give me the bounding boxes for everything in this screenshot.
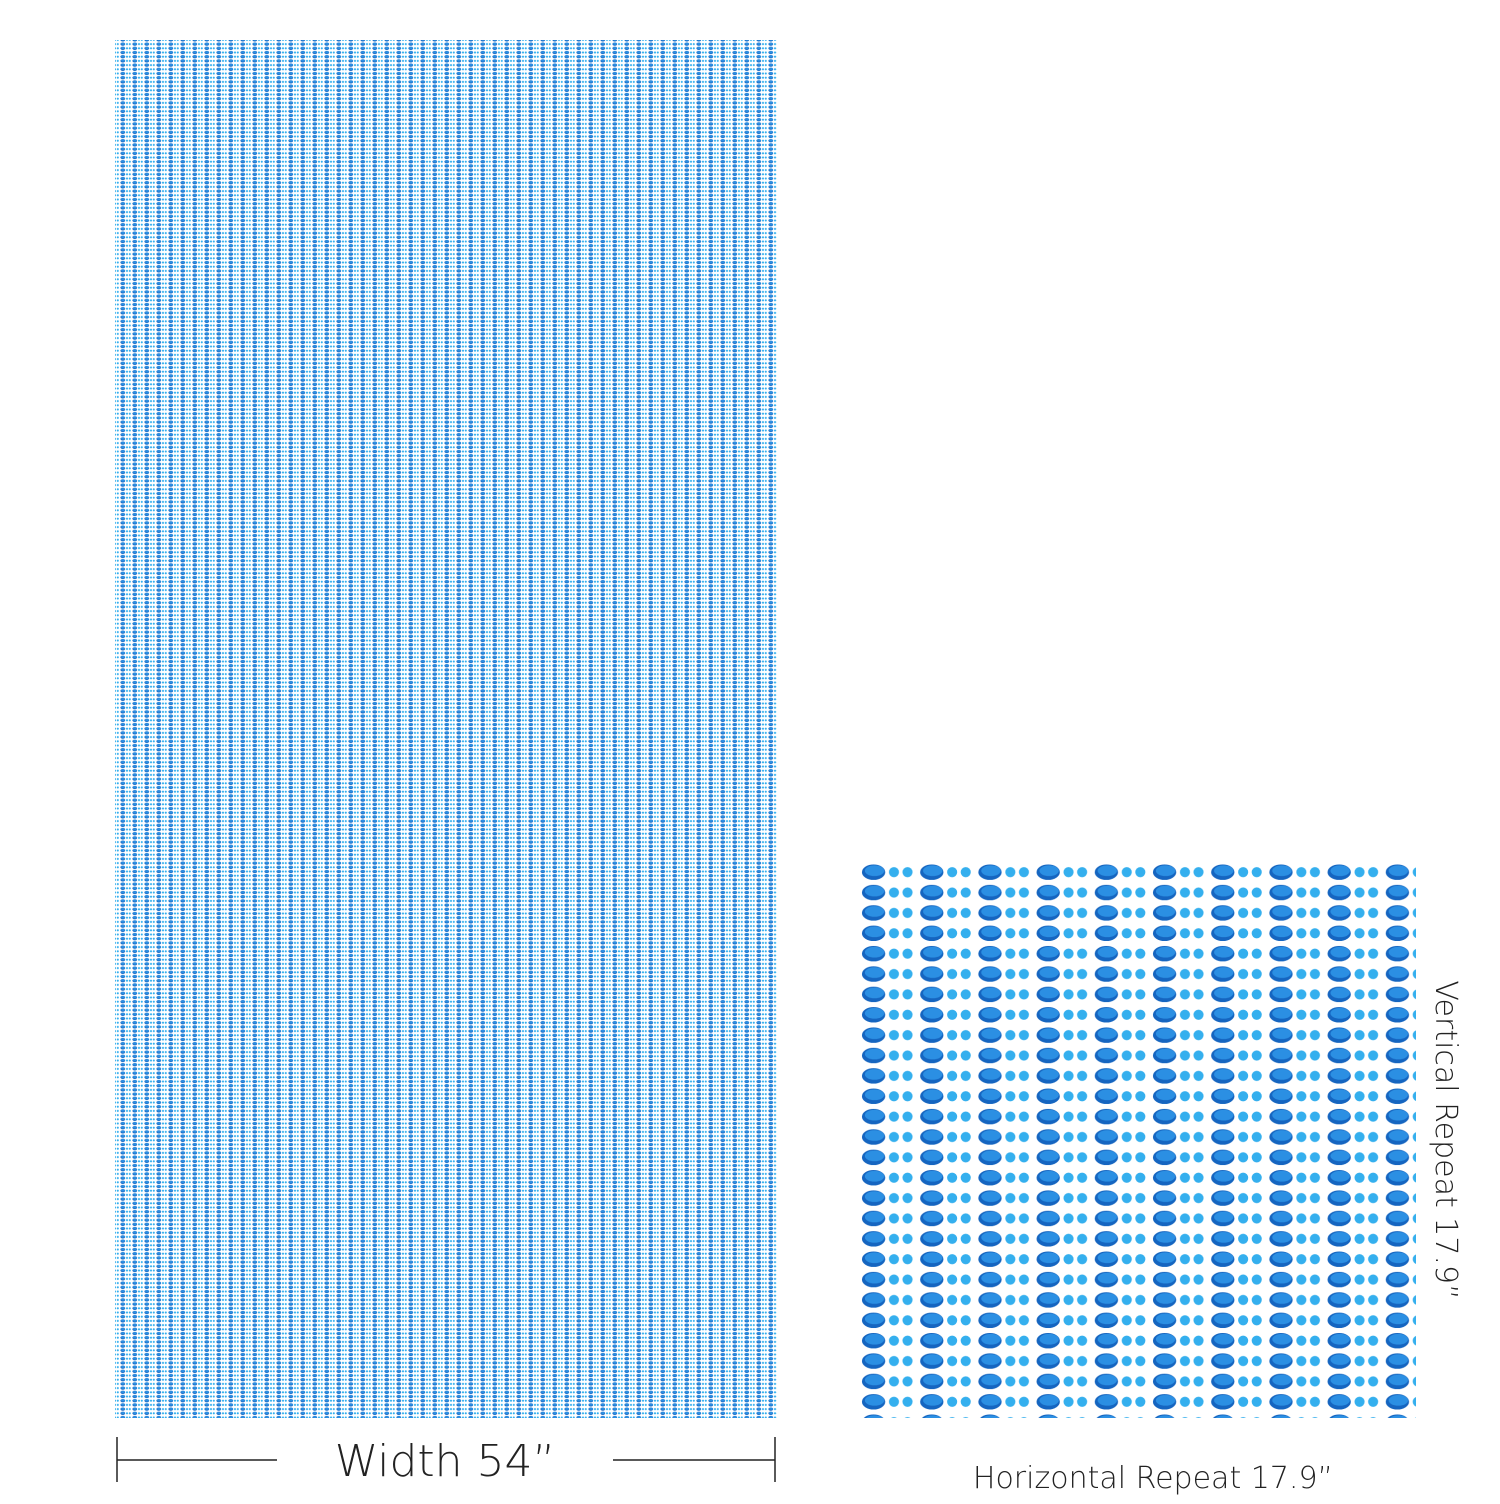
repeat-swatch <box>860 862 1416 1418</box>
fabric-panel <box>115 40 777 1418</box>
horizontal-repeat-label: Horizontal Repeat 17.9” <box>973 1461 1333 1496</box>
vertical-repeat-label: Vertical Repeat 17.9” <box>1428 980 1463 1299</box>
width-label: Width 54” <box>335 1436 556 1487</box>
width-dimension <box>116 1437 776 1482</box>
